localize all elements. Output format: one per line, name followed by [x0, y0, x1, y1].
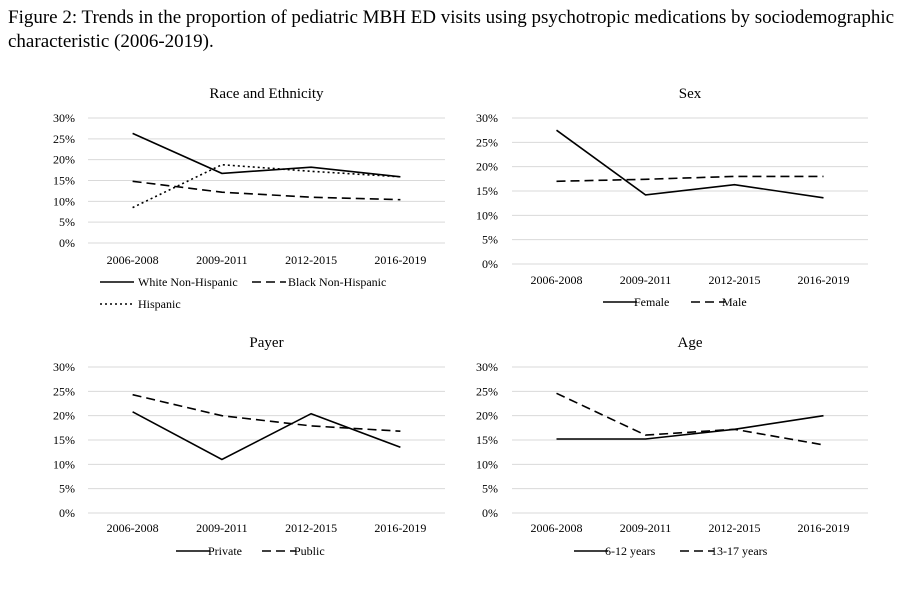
y-tick-label: 10%: [476, 208, 498, 222]
y-tick-label: 20%: [476, 409, 498, 423]
y-tick-label: 0%: [59, 506, 75, 520]
chart-title: Age: [678, 335, 703, 351]
legend-label: White Non-Hispanic: [138, 275, 238, 289]
x-tick-label: 2006-2008: [107, 253, 159, 267]
y-tick-label: 0%: [59, 236, 75, 250]
series-line-female: [556, 129, 824, 199]
x-tick-label: 2012-2015: [285, 253, 337, 267]
legend-label: 6-12 years: [605, 544, 656, 558]
x-tick-label: 2012-2015: [285, 521, 337, 535]
chart-title: Race and Ethnicity: [209, 86, 324, 102]
x-tick-label: 2016-2019: [374, 521, 426, 535]
y-tick-label: 0%: [482, 506, 498, 520]
y-tick-label: 20%: [476, 160, 498, 174]
x-tick-label: 2016-2019: [798, 521, 850, 535]
y-tick-label: 10%: [476, 457, 498, 471]
legend-label: Black Non-Hispanic: [288, 275, 386, 289]
y-tick-label: 25%: [476, 384, 498, 398]
y-tick-label: 5%: [482, 482, 498, 496]
x-tick-label: 2009-2011: [620, 273, 672, 287]
legend-label: Female: [634, 295, 669, 309]
legend-label: Hispanic: [138, 297, 181, 311]
series-line-black-non-hispanic: [132, 180, 401, 201]
x-tick-label: 2006-2008: [531, 521, 583, 535]
y-tick-label: 0%: [482, 257, 498, 271]
series-line-13-17-years: [556, 392, 824, 446]
x-tick-label: 2006-2008: [107, 521, 159, 535]
y-tick-label: 30%: [476, 111, 498, 125]
y-tick-label: 10%: [53, 457, 75, 471]
y-tick-label: 15%: [476, 184, 498, 198]
chart-panel-2: Sex 0% 5% 10% 15% 20% 25% 30% 2006-2008 2009-2011…: [476, 86, 868, 309]
y-tick-label: 5%: [59, 215, 75, 229]
y-tick-label: 30%: [53, 111, 75, 125]
chart-panel-1: Race and Ethnicity 0% 5% 10% 15% 20% 25% 30% 200…: [53, 86, 445, 311]
chart-panel-4: Age 0% 5% 10% 15% 20% 25% 30% 2006-2008 2009-2011…: [476, 335, 868, 558]
legend-label: Public: [294, 544, 325, 558]
legend-label: Private: [208, 544, 242, 558]
y-tick-label: 25%: [476, 135, 498, 149]
y-tick-label: 25%: [53, 384, 75, 398]
y-tick-label: 15%: [476, 433, 498, 447]
y-tick-label: 30%: [53, 360, 75, 374]
x-tick-label: 2009-2011: [620, 521, 672, 535]
y-tick-label: 25%: [53, 132, 75, 146]
series-line-public: [132, 393, 401, 432]
x-tick-label: 2009-2011: [196, 253, 248, 267]
series-line-white-non-hispanic: [132, 132, 401, 178]
x-tick-label: 2016-2019: [374, 253, 426, 267]
series-line-private: [132, 411, 401, 461]
x-tick-label: 2016-2019: [798, 273, 850, 287]
chart-panel-3: Payer 0% 5% 10% 15% 20% 25% 30% 2006-2008 2009-20…: [53, 335, 445, 558]
series-line-6-12-years: [556, 414, 824, 440]
x-tick-label: 2012-2015: [709, 521, 761, 535]
y-tick-label: 15%: [53, 433, 75, 447]
figure-title: Figure 2: Trends in the proportion of pe…: [8, 7, 895, 52]
x-tick-label: 2009-2011: [196, 521, 248, 535]
x-tick-label: 2012-2015: [709, 273, 761, 287]
y-tick-label: 20%: [53, 153, 75, 167]
legend-label: 13-17 years: [711, 544, 768, 558]
chart-title: Sex: [679, 86, 702, 102]
x-tick-label: 2006-2008: [531, 273, 583, 287]
legend-label: Male: [722, 295, 747, 309]
y-tick-label: 10%: [53, 194, 75, 208]
y-tick-label: 5%: [482, 233, 498, 247]
series-line-male: [556, 175, 824, 183]
y-tick-label: 15%: [53, 174, 75, 188]
y-tick-label: 20%: [53, 409, 75, 423]
y-tick-label: 30%: [476, 360, 498, 374]
chart-title: Payer: [249, 335, 283, 351]
y-tick-label: 5%: [59, 482, 75, 496]
